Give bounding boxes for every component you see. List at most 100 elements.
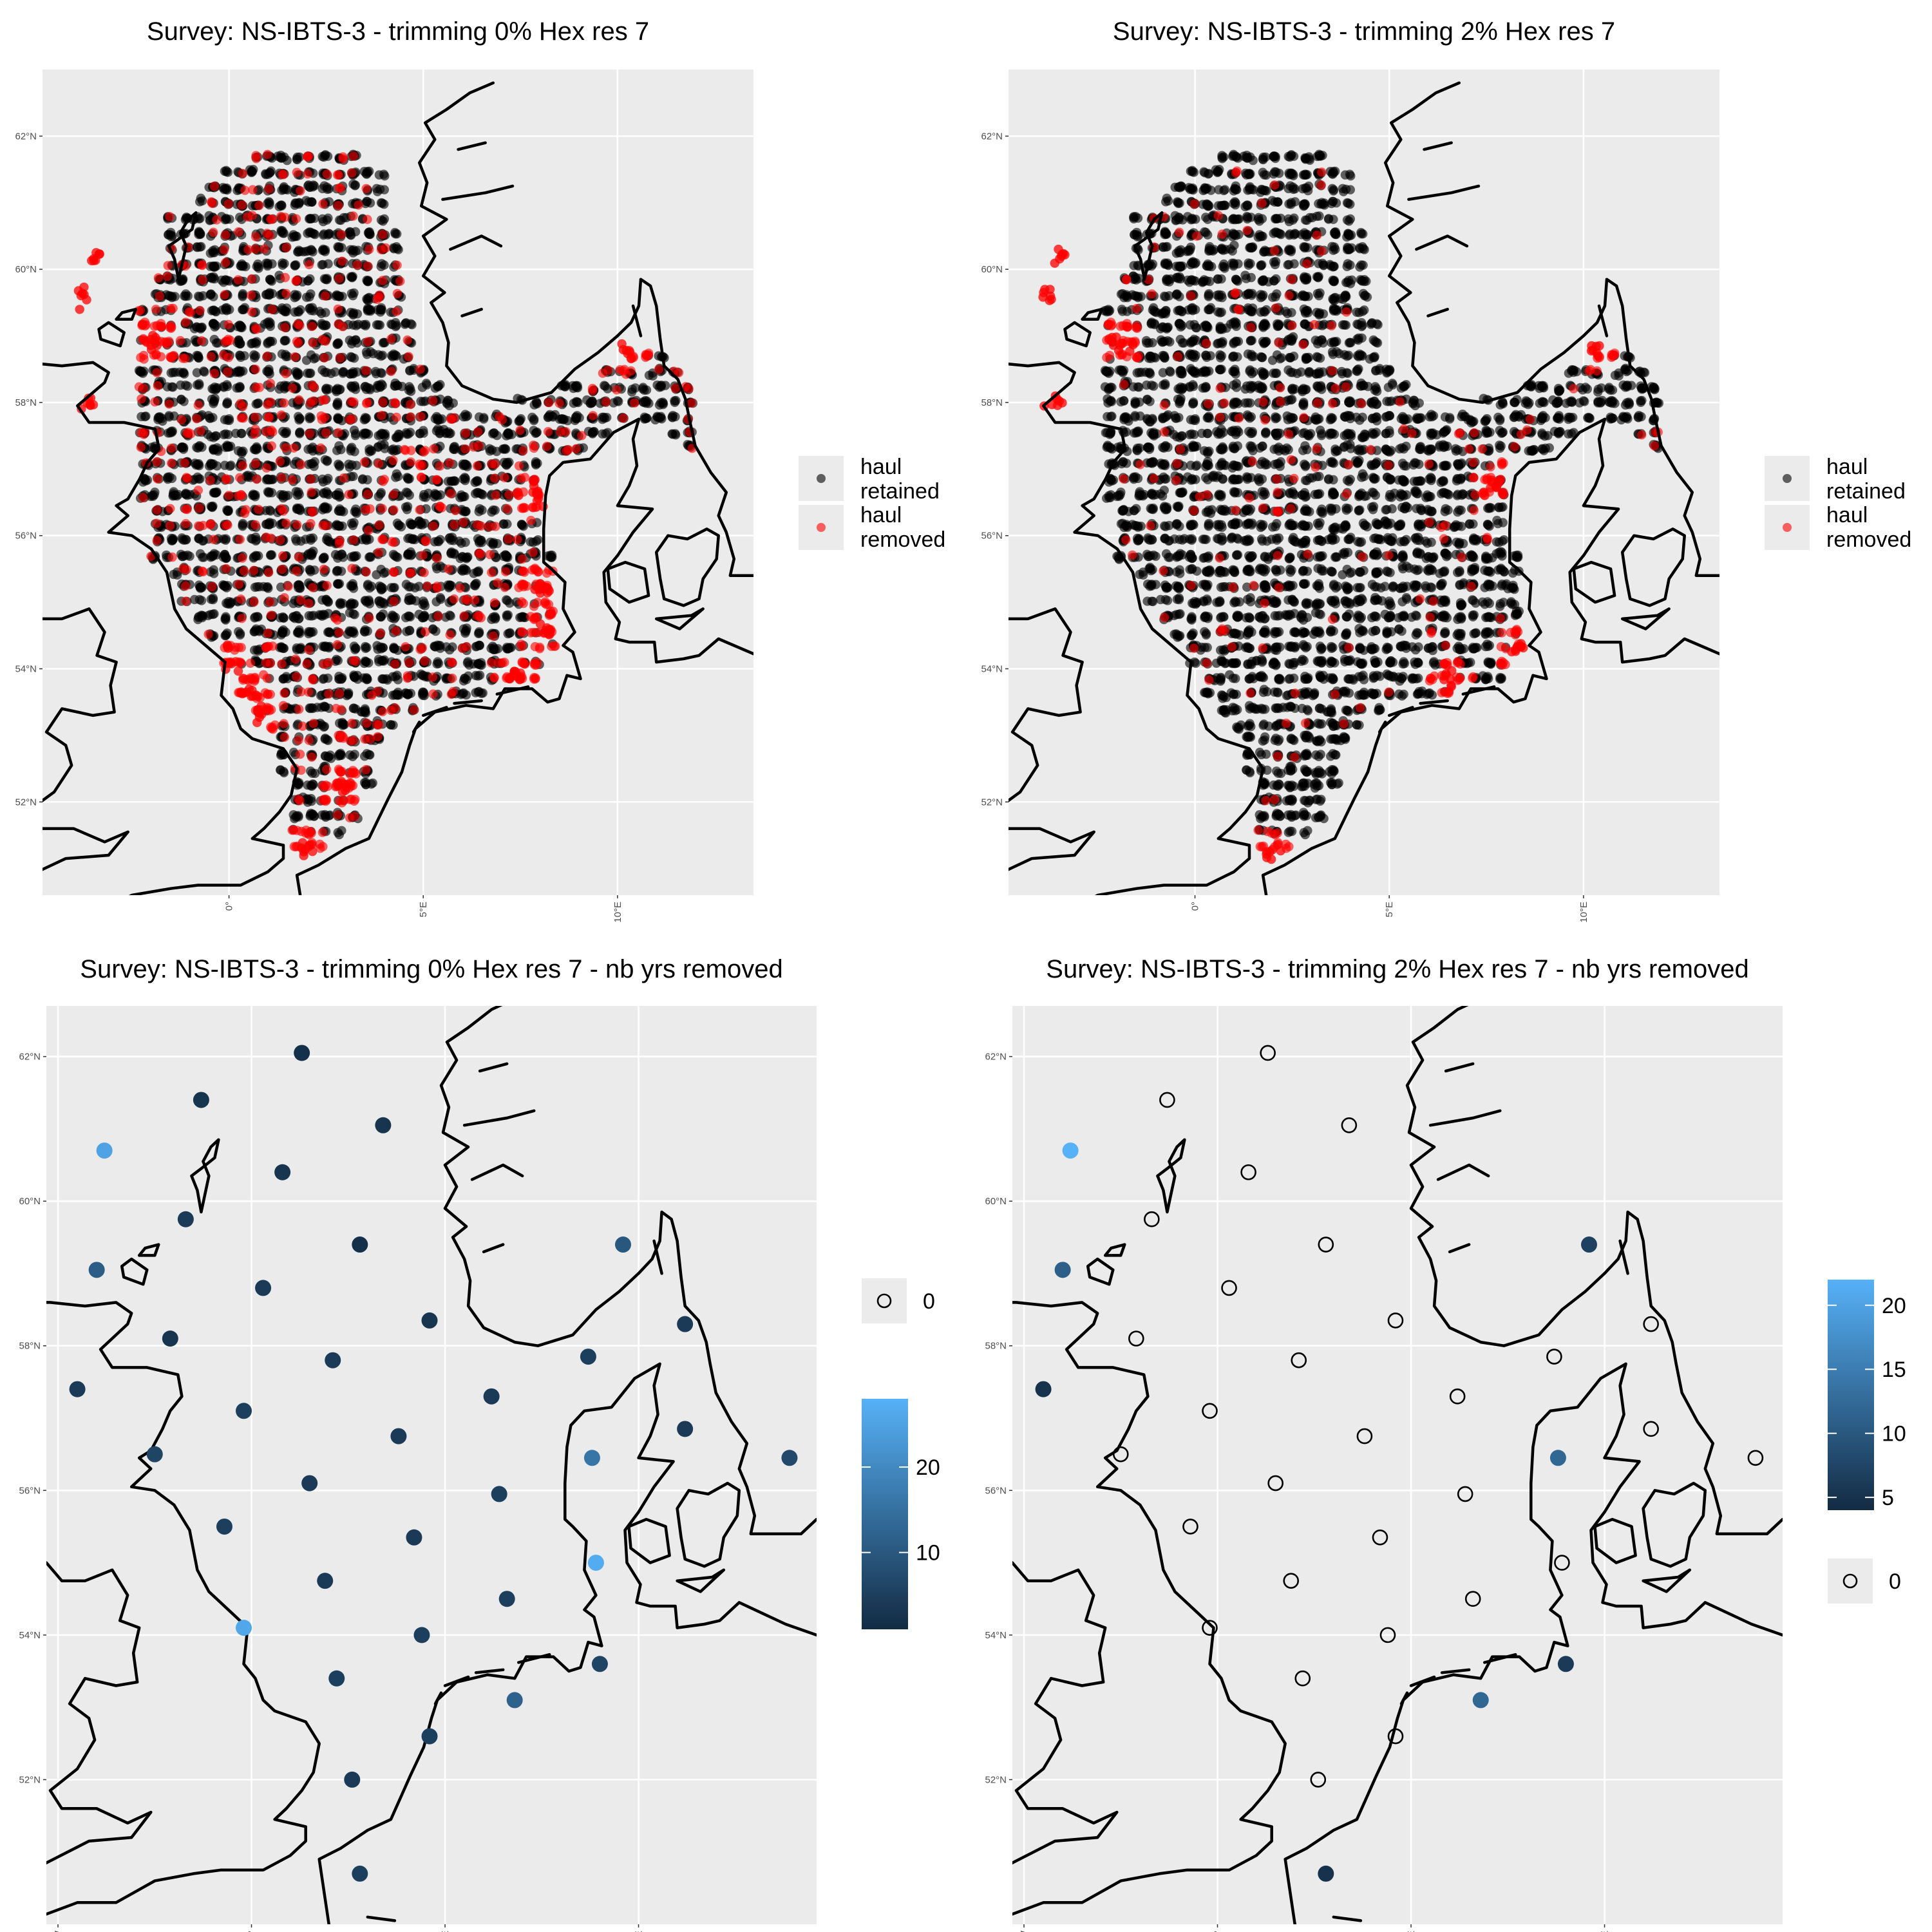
haul-removed-point bbox=[153, 273, 163, 283]
haul-retained-point bbox=[392, 518, 402, 528]
haul-retained-point bbox=[418, 600, 428, 609]
haul-retained-point bbox=[359, 778, 370, 788]
haul-removed-point bbox=[415, 505, 424, 515]
haul-removed-point bbox=[305, 429, 315, 439]
haul-retained-point bbox=[303, 181, 313, 191]
haul-retained-point bbox=[292, 503, 302, 513]
haul-removed-point bbox=[152, 368, 162, 377]
haul-removed-point bbox=[194, 503, 204, 513]
haul-removed-point bbox=[457, 643, 468, 653]
haul-removed-point bbox=[322, 764, 332, 775]
haul-retained-point bbox=[176, 380, 185, 390]
haul-retained-point bbox=[195, 242, 205, 252]
haul-retained-point bbox=[320, 502, 330, 511]
haul-retained-point bbox=[379, 568, 389, 578]
haul-removed-point bbox=[404, 352, 413, 361]
haul-removed-point bbox=[459, 611, 469, 621]
haul-retained-point bbox=[334, 441, 344, 451]
haul-retained-point bbox=[417, 383, 428, 392]
haul-removed-point bbox=[278, 551, 288, 561]
haul-removed-point bbox=[252, 475, 261, 484]
haul-removed-point bbox=[267, 305, 277, 314]
haul-retained-point bbox=[332, 567, 342, 576]
haul-removed-point bbox=[246, 290, 256, 300]
haul-retained-point bbox=[404, 474, 414, 484]
haul-removed-point bbox=[476, 521, 486, 531]
haul-retained-point bbox=[294, 644, 305, 654]
haul-removed-point bbox=[375, 629, 385, 638]
haul-retained-point bbox=[392, 670, 402, 680]
haul-retained-point bbox=[251, 551, 261, 561]
haul-retained-point bbox=[292, 370, 302, 381]
haul-retained-point bbox=[372, 184, 382, 193]
haul-removed-point bbox=[504, 490, 514, 500]
chart-title: Survey: NS-IBTS-3 - trimming 2% Hex res … bbox=[1113, 17, 1615, 46]
haul-removed-point bbox=[390, 703, 400, 713]
haul-removed-point bbox=[362, 718, 372, 728]
coastline bbox=[115, 307, 138, 321]
haul-removed-point bbox=[406, 568, 416, 578]
haul-retained-point bbox=[531, 457, 541, 467]
haul-removed-point bbox=[146, 345, 156, 354]
haul-removed-point bbox=[630, 398, 639, 408]
haul-retained-point bbox=[377, 656, 387, 665]
haul-retained-point bbox=[333, 656, 343, 665]
haul-retained-point bbox=[1325, 778, 1336, 788]
haul-removed-point bbox=[294, 794, 303, 804]
haul-removed-point bbox=[388, 455, 398, 466]
haul-retained-point bbox=[377, 674, 387, 684]
haul-retained-point bbox=[345, 608, 355, 618]
haul-removed-point bbox=[474, 611, 484, 621]
haul-removed-point bbox=[222, 475, 232, 484]
haul-retained-point bbox=[1328, 749, 1338, 759]
haul-removed-point bbox=[238, 688, 249, 698]
haul-retained-point bbox=[238, 522, 247, 531]
haul-removed-point bbox=[404, 658, 414, 668]
haul-removed-point bbox=[390, 398, 400, 408]
haul-removed-point bbox=[535, 619, 545, 629]
haul-removed-point bbox=[95, 249, 104, 259]
haul-removed-point bbox=[236, 489, 246, 500]
haul-retained-point bbox=[1285, 826, 1295, 836]
haul-removed-point bbox=[292, 167, 301, 177]
haul-retained-point bbox=[314, 610, 325, 620]
haul-retained-point bbox=[469, 580, 479, 591]
haul-removed-point bbox=[654, 365, 663, 374]
haul-removed-point bbox=[243, 245, 253, 254]
haul-removed-point bbox=[265, 379, 276, 388]
haul-retained-point bbox=[209, 549, 219, 558]
haul-removed-point bbox=[322, 169, 332, 179]
haul-retained-point bbox=[402, 488, 413, 498]
haul-retained-point bbox=[294, 415, 304, 425]
coastline bbox=[449, 234, 503, 251]
haul-retained-point bbox=[290, 260, 299, 270]
haul-removed-point bbox=[361, 399, 372, 408]
haul-retained-point bbox=[414, 520, 424, 529]
haul-retained-point bbox=[279, 490, 289, 500]
haul-removed-point bbox=[348, 535, 359, 545]
haul-removed-point bbox=[361, 505, 370, 515]
haul-removed-point bbox=[248, 185, 258, 194]
haul-removed-point bbox=[251, 424, 260, 434]
coastline bbox=[800, 582, 815, 599]
haul-removed-point bbox=[265, 690, 275, 699]
haul-removed-point bbox=[365, 244, 374, 254]
haul-retained-point bbox=[587, 396, 597, 406]
haul-removed-point bbox=[295, 750, 305, 759]
haul-removed-point bbox=[235, 473, 245, 482]
haul-retained-point bbox=[275, 613, 285, 623]
haul-removed-point bbox=[267, 723, 276, 734]
haul-retained-point bbox=[472, 641, 482, 651]
haul-retained-point bbox=[236, 366, 245, 376]
haul-retained-point bbox=[360, 705, 370, 715]
haul-removed-point bbox=[334, 764, 344, 774]
haul-retained-point bbox=[574, 413, 584, 422]
haul-removed-point bbox=[318, 199, 328, 209]
haul-removed-point bbox=[571, 444, 581, 453]
x-tick-label: 10°E bbox=[612, 902, 623, 923]
haul-retained-point bbox=[656, 413, 665, 422]
haul-removed-point bbox=[251, 459, 261, 469]
haul-removed-point bbox=[277, 565, 287, 574]
haul-retained-point bbox=[292, 536, 301, 546]
haul-removed-point bbox=[308, 396, 318, 406]
